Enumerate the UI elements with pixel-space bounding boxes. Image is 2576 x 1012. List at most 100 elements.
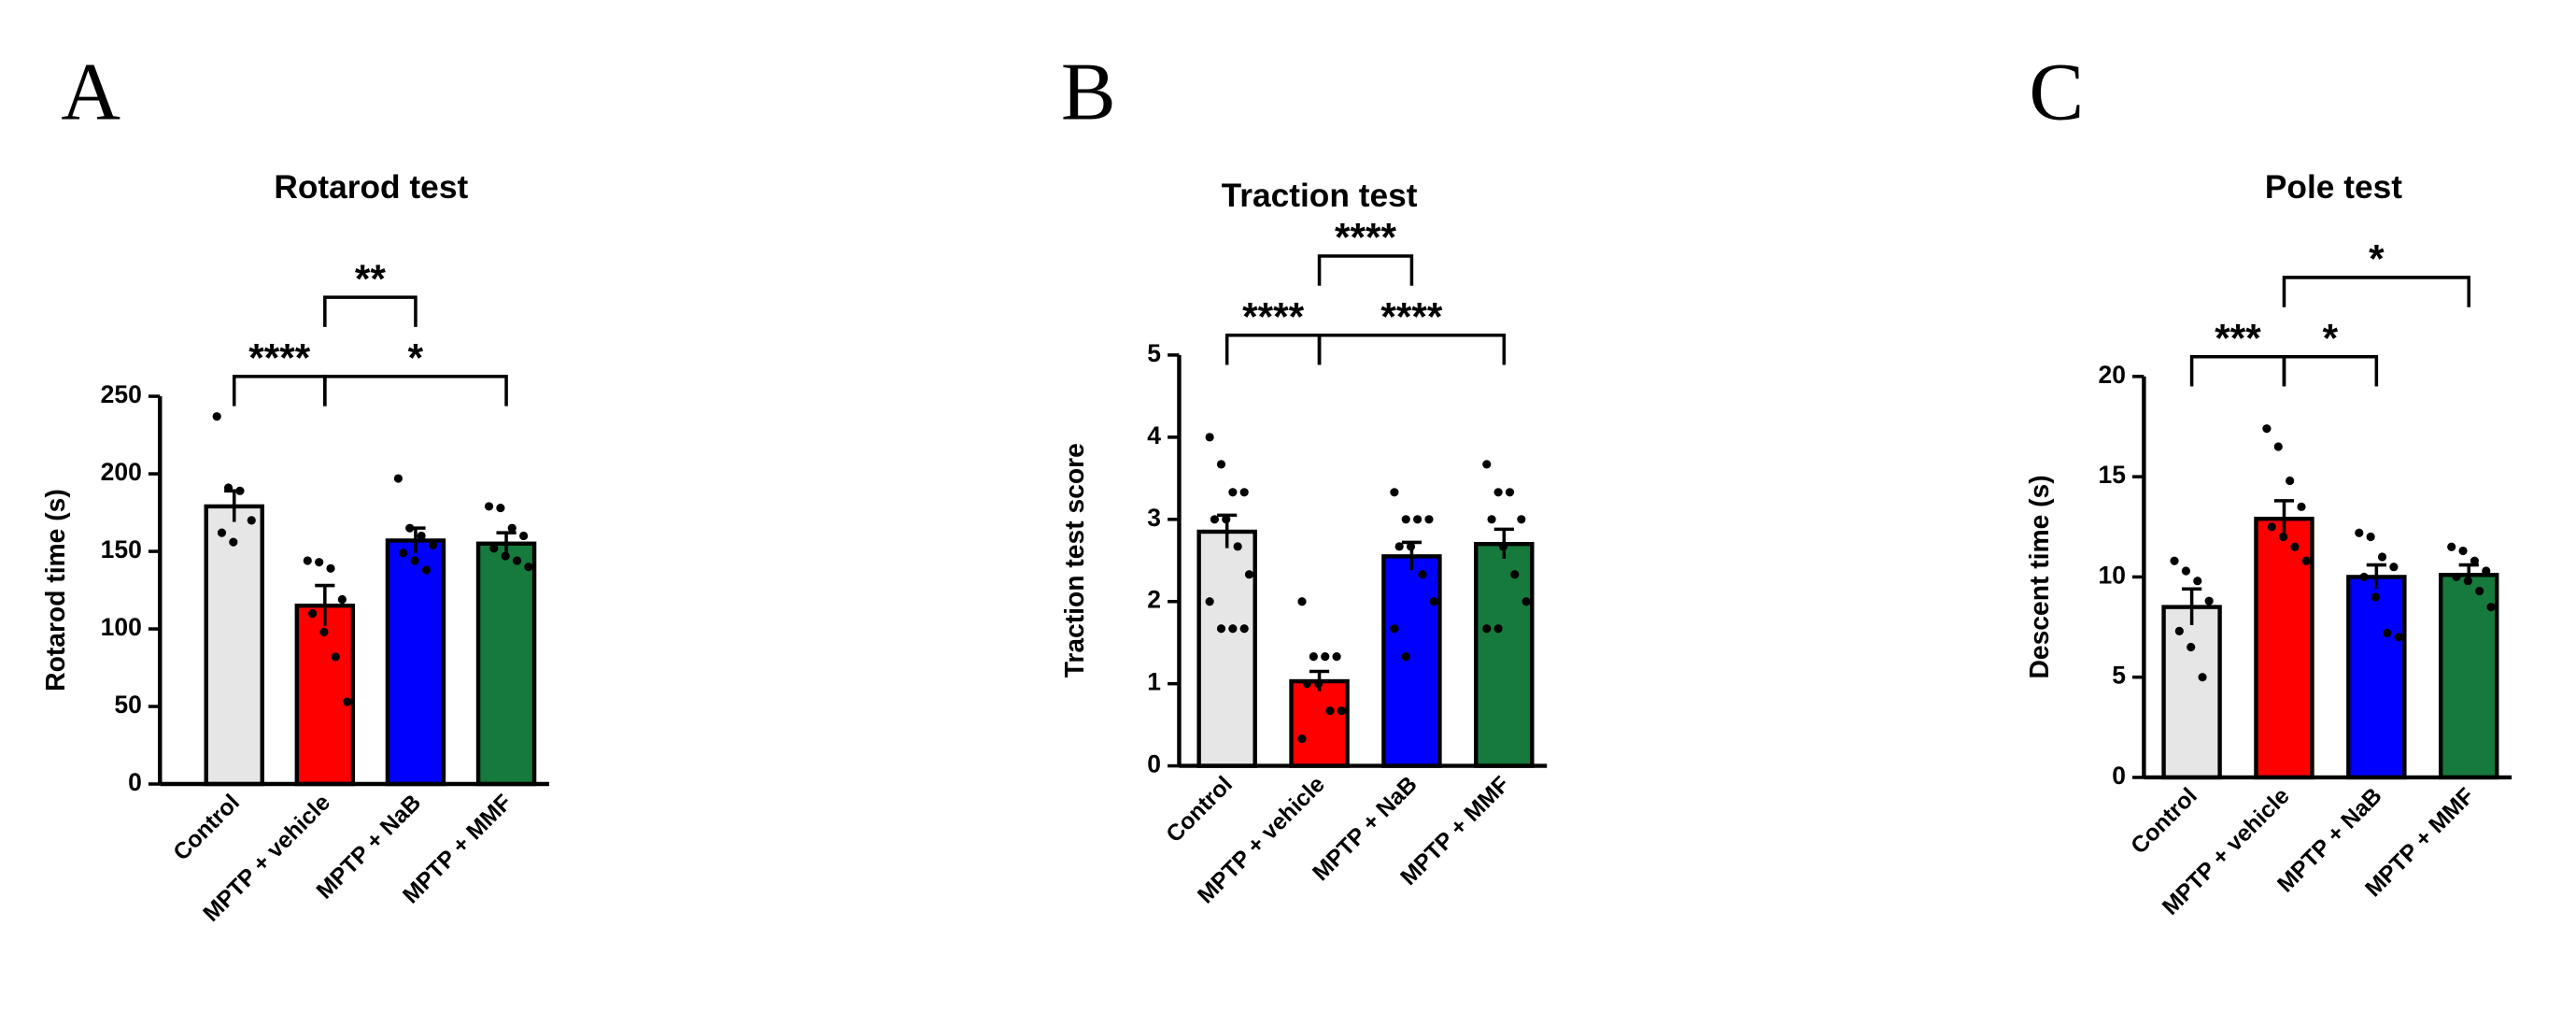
- y-tick-label: 150: [101, 535, 142, 563]
- data-point: [489, 544, 499, 553]
- panel-letter: A: [61, 46, 120, 137]
- data-point: [1413, 515, 1422, 524]
- chart-title: Traction test: [1222, 178, 1418, 214]
- bar: [2161, 605, 2222, 780]
- data-point: [1233, 542, 1242, 551]
- y-tick-label: 10: [2099, 561, 2126, 589]
- data-point: [2297, 502, 2306, 511]
- data-point: [212, 412, 221, 421]
- data-point: [1325, 706, 1335, 716]
- data-point: [2204, 596, 2214, 606]
- data-point: [2383, 628, 2392, 638]
- significance-label: ****: [1242, 294, 1304, 338]
- data-point: [1337, 706, 1346, 716]
- x-tick-label: Control: [1162, 772, 1238, 848]
- y-tick-label: 5: [1147, 339, 1161, 367]
- data-point: [393, 474, 403, 483]
- y-axis-label: Descent time (s): [2024, 475, 2054, 678]
- data-point: [1244, 570, 1254, 579]
- bar: [385, 538, 446, 787]
- y-tick-label: 50: [114, 691, 141, 719]
- data-point: [1216, 624, 1226, 634]
- data-point: [308, 608, 318, 619]
- data-point: [507, 523, 517, 533]
- y-tick-label: 250: [101, 380, 142, 408]
- data-point: [1394, 542, 1404, 551]
- y-tick-label: 0: [2112, 762, 2126, 790]
- data-point: [2482, 566, 2491, 576]
- significance-bracket: [323, 295, 418, 327]
- significance-label: *: [408, 336, 424, 380]
- data-point: [399, 549, 408, 558]
- bar: [1196, 529, 1257, 768]
- data-point: [1522, 597, 1531, 606]
- data-point: [1205, 433, 1214, 442]
- significance-label: ****: [1335, 216, 1396, 260]
- data-point: [2267, 522, 2276, 532]
- bar: [1289, 678, 1350, 768]
- y-tick-label: 20: [2099, 361, 2126, 389]
- significance-bracket: [2282, 354, 2379, 387]
- panel-letter: C: [2029, 46, 2084, 137]
- data-point: [417, 531, 426, 541]
- data-point: [2262, 424, 2272, 434]
- significance-label: *: [2323, 316, 2339, 360]
- y-tick-label: 4: [1147, 421, 1161, 449]
- data-point: [1222, 515, 1231, 524]
- data-point: [410, 556, 419, 565]
- bar: [1381, 554, 1442, 768]
- data-point: [217, 528, 227, 537]
- data-point: [1239, 488, 1249, 497]
- data-point: [1510, 570, 1520, 579]
- data-point: [2458, 546, 2468, 556]
- data-point: [2273, 442, 2283, 451]
- significance-label: ****: [1380, 294, 1442, 338]
- data-point: [1482, 624, 1492, 634]
- data-point: [1302, 679, 1311, 689]
- data-point: [2470, 556, 2480, 565]
- data-point: [2463, 577, 2472, 586]
- data-point: [2371, 592, 2381, 602]
- data-point: [303, 556, 312, 565]
- data-point: [405, 523, 415, 533]
- data-point: [1429, 597, 1438, 606]
- data-point: [2187, 642, 2196, 652]
- y-tick-label: 15: [2099, 461, 2126, 489]
- data-point: [2174, 626, 2184, 635]
- data-point: [2198, 673, 2207, 682]
- data-point: [1401, 652, 1410, 662]
- data-point: [1228, 624, 1238, 634]
- data-point: [1314, 679, 1323, 689]
- data-point: [1487, 515, 1496, 524]
- significance-label: *: [2369, 237, 2385, 281]
- data-point: [484, 502, 494, 511]
- data-point: [1210, 515, 1220, 524]
- chart-title: Pole test: [2265, 169, 2402, 206]
- data-point: [524, 563, 533, 572]
- y-tick-label: 0: [128, 768, 142, 796]
- y-axis-label: Rotarod time (s): [40, 489, 70, 691]
- data-point: [1297, 597, 1307, 606]
- significance-bracket: [2189, 354, 2286, 387]
- data-point: [1505, 488, 1515, 497]
- y-tick-label: 5: [2112, 662, 2126, 690]
- data-point: [2447, 542, 2456, 551]
- y-tick-label: 100: [101, 613, 142, 641]
- y-tick-label: 200: [101, 458, 142, 486]
- y-tick-label: 1: [1147, 668, 1161, 696]
- y-tick-label: 0: [1147, 750, 1161, 778]
- data-point: [2290, 542, 2300, 551]
- data-point: [1216, 460, 1226, 469]
- y-tick-label: 3: [1147, 504, 1161, 532]
- data-point: [519, 531, 529, 541]
- data-point: [1205, 597, 1214, 606]
- significance-label: **: [355, 257, 386, 301]
- data-point: [1390, 624, 1399, 634]
- significance-label: ****: [248, 336, 310, 380]
- panel-letter: B: [1061, 46, 1116, 137]
- data-point: [2355, 528, 2364, 537]
- data-point: [501, 551, 510, 561]
- data-point: [2181, 566, 2191, 576]
